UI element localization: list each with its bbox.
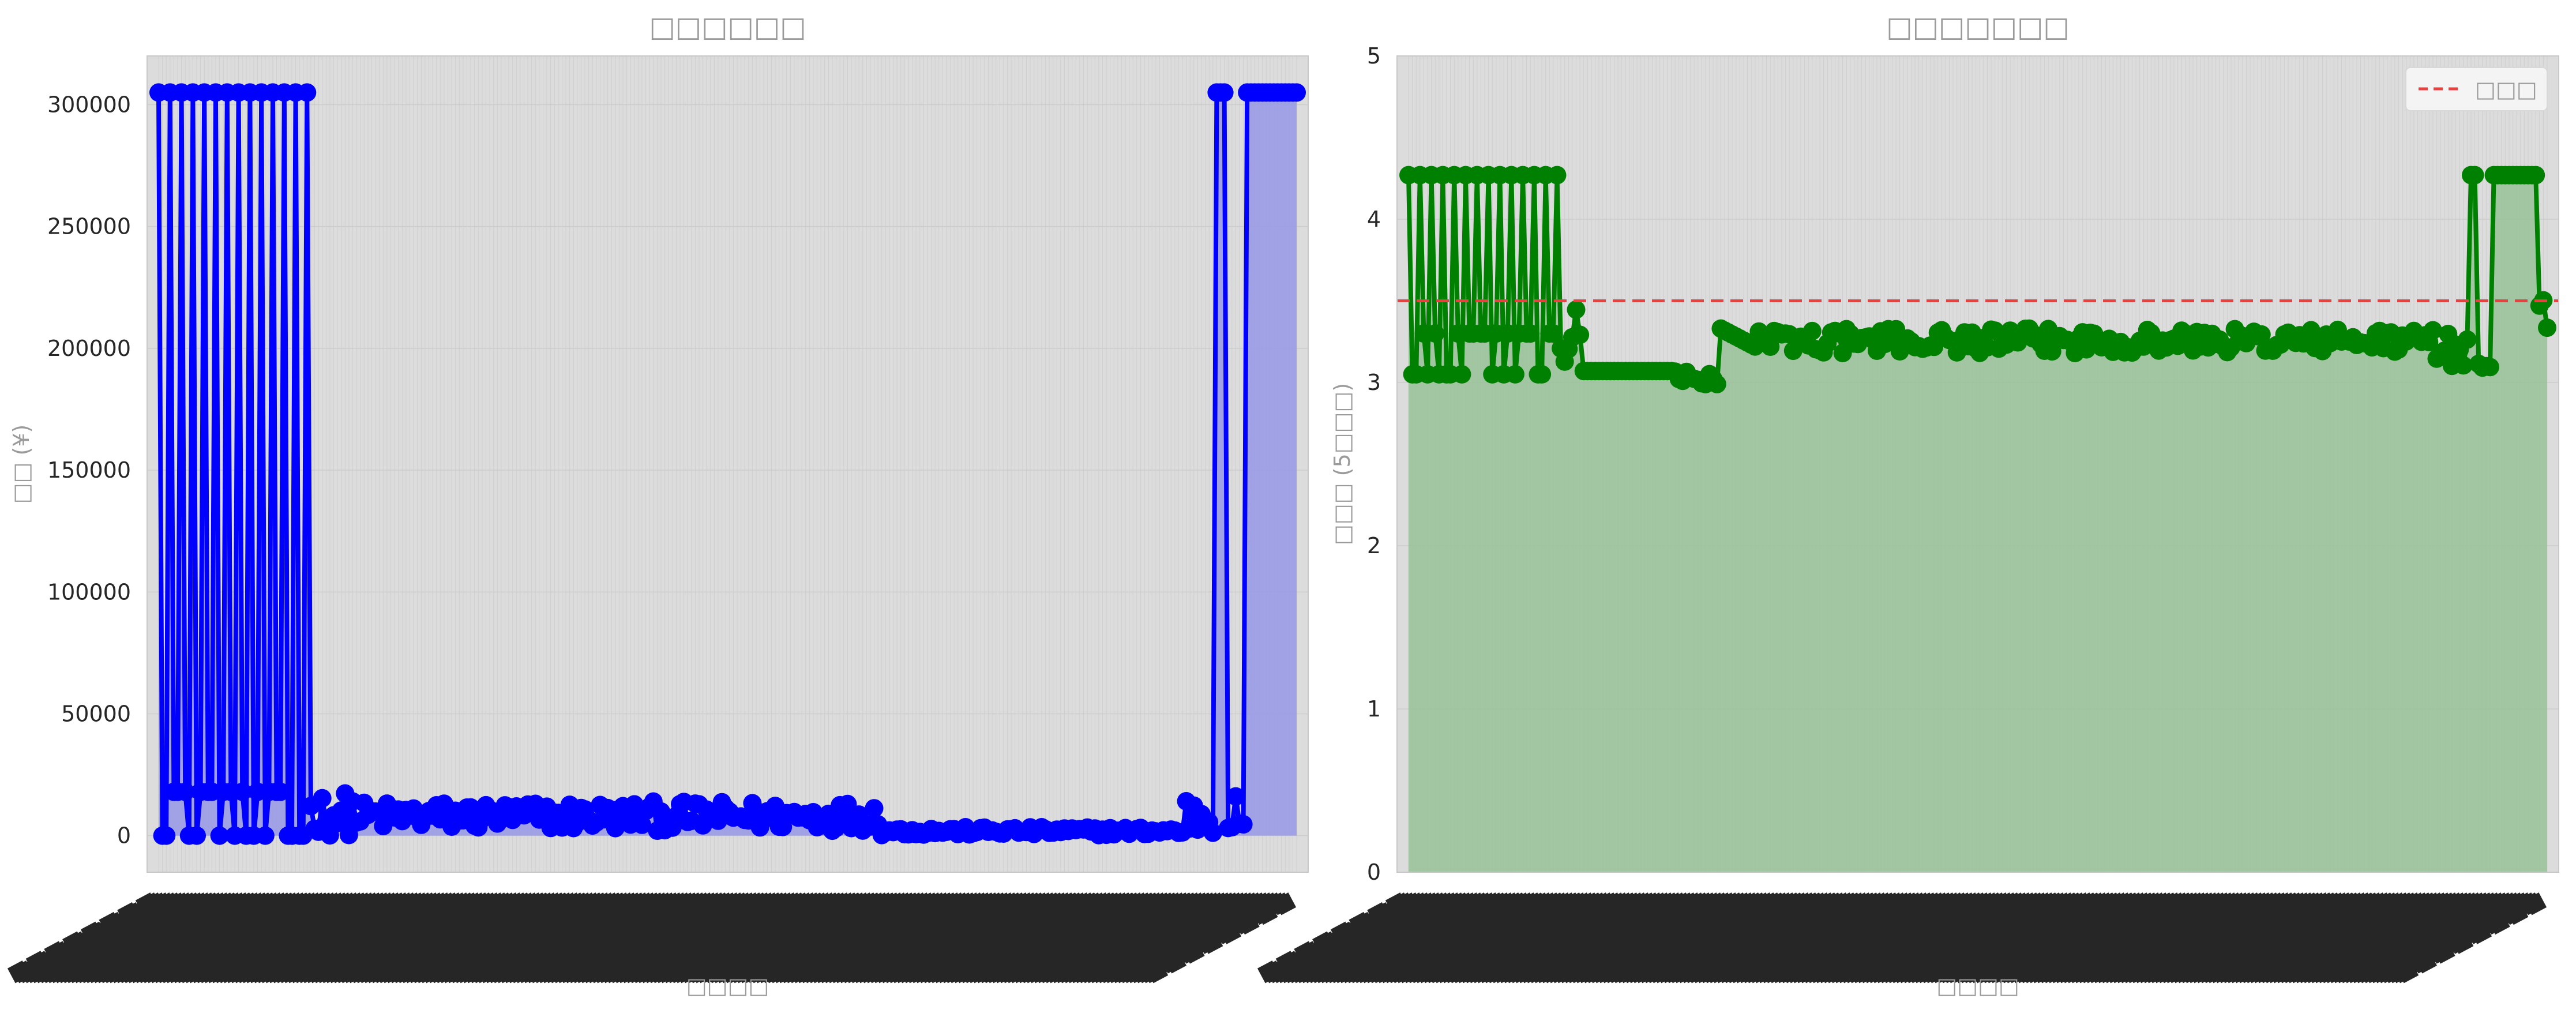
data-point <box>1571 325 1590 344</box>
data-point <box>1203 823 1222 842</box>
data-point <box>2458 330 2477 349</box>
data-point <box>233 782 252 801</box>
x-tick-labels: ■■■■■■■■■■■■■■■■■■■■■■■■■■■■■■■■■■■■■■■■… <box>3 886 1299 986</box>
data-point <box>1707 374 1726 393</box>
legend-entry: □□□ <box>2475 77 2537 102</box>
x-tick-labels: ■■■■■■■■■■■■■■■■■■■■■■■■■■■■■■■■■■■■■■■■… <box>1253 886 2549 986</box>
data-point <box>271 782 290 801</box>
data-point <box>1803 321 1822 340</box>
data-point <box>1452 365 1471 384</box>
data-point <box>1226 787 1245 806</box>
y-tick-label: 100000 <box>47 579 131 605</box>
data-point <box>1234 815 1253 834</box>
data-point <box>1521 324 1540 343</box>
y-tick-label: 1 <box>1367 696 1381 722</box>
data-point <box>1426 324 1445 343</box>
data-point <box>1548 166 1567 185</box>
y-tick-label: 300000 <box>47 92 131 117</box>
y-tick-labels: 0 50000 100000 150000 200000 250000 300000 <box>47 92 131 848</box>
data-point <box>187 826 206 845</box>
data-point <box>865 799 884 818</box>
data-point <box>606 819 625 838</box>
y-tick-label: 200000 <box>47 336 131 361</box>
y-gridlines <box>147 104 1308 836</box>
data-point <box>1287 83 1306 102</box>
data-point <box>2465 166 2484 185</box>
y-axis-label: □□□ (5□□□) <box>1330 383 1355 545</box>
y-tick-label: 250000 <box>47 214 131 239</box>
data-point <box>176 782 195 801</box>
legend: □□□ <box>2405 67 2548 111</box>
data-point <box>210 826 229 845</box>
data-point <box>157 826 176 845</box>
y-tick-label: 3 <box>1367 370 1381 395</box>
y-tick-label: 50000 <box>61 701 131 726</box>
data-point <box>2526 166 2545 185</box>
data-point <box>1215 83 1234 102</box>
chart-title: □□□□□□ <box>649 11 806 43</box>
data-point <box>313 789 332 808</box>
data-point <box>1533 365 1552 384</box>
data-point <box>298 83 317 102</box>
data-point <box>1567 300 1586 319</box>
data-point <box>256 826 275 845</box>
y-tick-label: 2 <box>1367 533 1381 558</box>
y-axis-label: □□ (¥) <box>9 425 34 504</box>
y-tick-label: 4 <box>1367 207 1381 232</box>
y-tick-label: 150000 <box>47 457 131 483</box>
data-point <box>2538 318 2556 337</box>
series-markers <box>149 83 1306 845</box>
y-tick-label: 0 <box>1367 860 1381 885</box>
x-axis-label: □□□□ <box>1936 973 2019 999</box>
data-point <box>461 798 480 817</box>
y-tick-label: 0 <box>117 823 131 849</box>
data-point <box>633 815 651 834</box>
y-tick-label: 5 <box>1367 43 1381 69</box>
x-axis-label: □□□□ <box>686 973 769 999</box>
plot-area <box>147 56 1308 872</box>
data-point <box>1505 365 1524 384</box>
chart-title: □□□□□□□ <box>1886 11 2069 43</box>
rating-chart-panel: 0 1 2 3 4 5 ■■■■■■■■■■■■■■■■■■■■■■■■■■■■■■■■■… <box>1253 11 2559 999</box>
data-point <box>2481 358 2499 377</box>
price-chart-panel: 0 50000 100000 150000 200000 250000 300000 ■■■… <box>3 11 1309 999</box>
y-tick-labels: 0 1 2 3 4 5 <box>1367 43 1381 885</box>
